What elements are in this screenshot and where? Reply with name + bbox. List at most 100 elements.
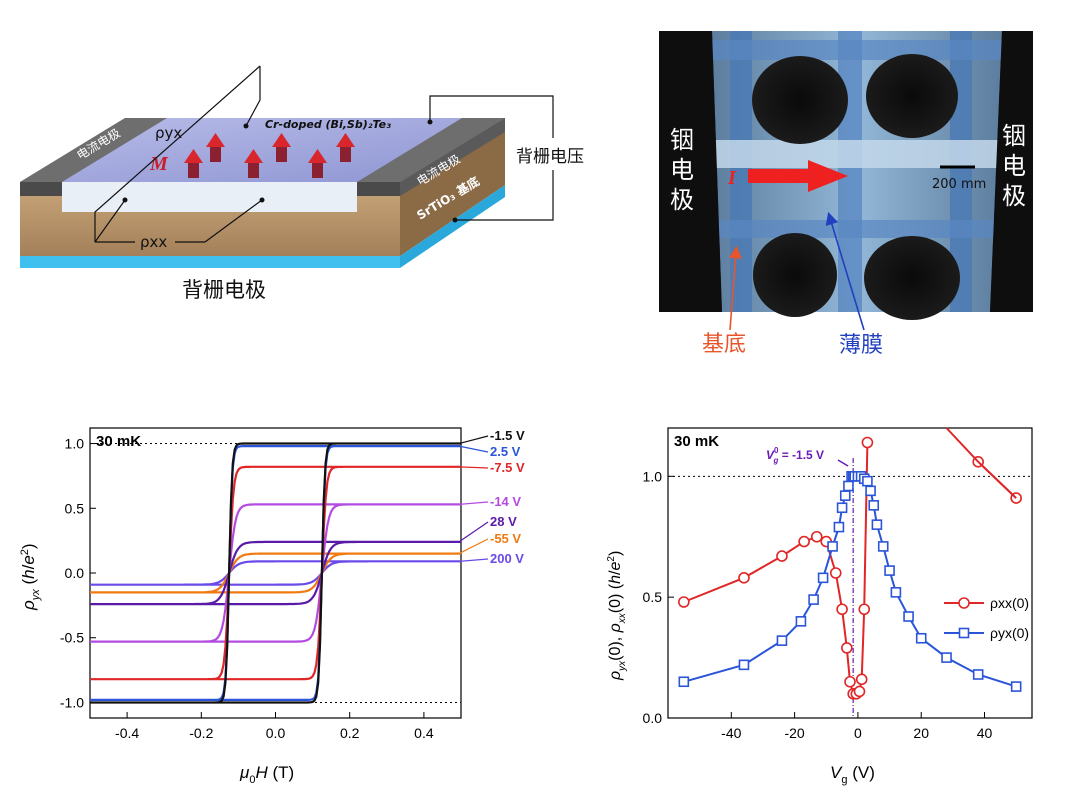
data-point (678, 676, 690, 688)
x-tick-label: 0.4 (414, 725, 434, 741)
electrode-hole (864, 236, 960, 320)
current-label: I (727, 167, 737, 189)
data-point (836, 603, 848, 616)
data-point (798, 535, 810, 548)
m-arrow (206, 133, 225, 162)
chart-frame (89, 427, 462, 719)
hysteresis-loop (90, 465, 461, 681)
data-point (941, 652, 952, 663)
micrograph-panel: 铟 电 极 铟 电 极 I 200 mm 基底 薄膜 (659, 31, 1033, 358)
temperature-label: 30 mK (96, 433, 141, 450)
left-indium-electrode-3: 极 (670, 186, 694, 214)
legend-label: -1.5 V (490, 428, 525, 443)
electrode-hole (752, 56, 848, 144)
series-line (683, 442, 869, 695)
data-point (862, 475, 873, 487)
y-tick-label: -1.0 (60, 694, 84, 710)
x-axis-label: μ0H (T) (239, 763, 294, 786)
x-tick-label: -20 (784, 725, 804, 741)
substrate-pointer (729, 245, 742, 331)
rho-xx-label: ρxx (140, 233, 167, 251)
electrode-hole (866, 54, 958, 138)
y-tick-label: 0.5 (643, 589, 663, 605)
data-point (1010, 681, 1022, 692)
legend-label: ρyx(0) (990, 625, 1029, 641)
left-indium-electrode-1: 铟 (670, 126, 694, 154)
hysteresis-loop (90, 503, 461, 643)
legend-label: 200 V (490, 551, 524, 566)
data-point (808, 594, 819, 605)
data-point (861, 436, 874, 449)
legend-marker (958, 597, 970, 609)
x-tick-label: 20 (913, 725, 929, 741)
hysteresis-chart: -0.4 -0.2 0.0 0.2 0.4 -1.0 -0.5 0.0 0.5 1.0 30 mK… (19, 427, 525, 786)
legend-label: ρxx(0) (990, 595, 1029, 611)
hysteresis-loop (90, 442, 461, 704)
x-tick-label: 0 (854, 725, 862, 741)
data-point (903, 611, 914, 622)
series-line-upper (945, 427, 1017, 499)
data-point (858, 603, 871, 616)
data-point (810, 530, 823, 543)
data-point (915, 632, 927, 644)
x-tick-label: -0.2 (189, 725, 213, 741)
substrate-side (400, 118, 505, 256)
data-point (884, 565, 895, 576)
data-point (839, 490, 851, 501)
data-point (776, 635, 788, 646)
left-electrode-pad (20, 118, 167, 182)
hysteresis-loop (90, 445, 461, 702)
m-arrow (308, 149, 327, 178)
y-tick-label: 0.0 (643, 710, 663, 726)
data-point (678, 596, 690, 608)
data-point (795, 616, 807, 627)
x-tick-label: 40 (977, 725, 993, 741)
back-gate-electrode-label: 背栅电极 (182, 278, 266, 302)
x-tick-label: -0.4 (115, 725, 139, 741)
right-electrode-pad (357, 118, 505, 182)
data-point (827, 541, 838, 552)
device-schematic: 电流电极 电流电极 SrTiO₃ 基底 M ρxx ρyx Cr-doped (… (20, 65, 584, 302)
right-indium-electrode-2: 电 (1002, 152, 1026, 180)
right-indium-electrode-1: 铟 (1002, 122, 1026, 150)
material-label: Cr-doped (Bi,Sb)₂Te₃ (265, 118, 391, 131)
legend-leader (458, 521, 489, 543)
data-point (853, 685, 866, 698)
m-arrow (336, 133, 355, 162)
data-point (890, 587, 902, 598)
data-point (843, 480, 854, 492)
data-point (829, 567, 842, 579)
legend-leader (458, 466, 489, 469)
left-indium-electrode-2: 电 (670, 156, 694, 184)
film-caption: 薄膜 (839, 333, 883, 358)
right-indium-electrode-3: 极 (1002, 182, 1026, 210)
legend-leader (458, 501, 489, 505)
legend-leader (458, 538, 489, 555)
data-point (738, 659, 750, 671)
legend-label: 2.5 V (490, 444, 521, 459)
y-tick-label: 0.0 (65, 565, 85, 581)
legend-marker (958, 627, 970, 639)
rho-yx-label: ρyx (155, 124, 182, 142)
data-point (877, 541, 889, 552)
data-point (871, 519, 883, 530)
hysteresis-loop (90, 560, 461, 586)
x-axis-label: Vg (V) (830, 763, 875, 786)
data-point (776, 550, 788, 562)
data-point (841, 642, 853, 654)
m-arrow (272, 133, 291, 162)
rho-xx-wire-left (94, 65, 261, 242)
y-axis-label: ρyx (h/e2) (19, 543, 42, 611)
back-gate-voltage-label: 背栅电压 (516, 147, 584, 167)
film-pointer (825, 211, 865, 331)
y-tick-label: 1.0 (643, 468, 663, 484)
back-gate-layer (20, 256, 400, 268)
legend-label: -14 V (490, 494, 521, 509)
data-point (972, 669, 984, 680)
y-axis-label: ρyx(0), ρxx(0) (h/e2) (606, 551, 628, 681)
y-tick-label: 0.5 (65, 500, 85, 516)
gate-dependence-chart: -40 -20 0 20 400.00.51.0 30 mK V0 g = -1.5 V … (606, 427, 1033, 786)
hysteresis-loop (90, 540, 461, 606)
legend-leader (458, 445, 489, 453)
